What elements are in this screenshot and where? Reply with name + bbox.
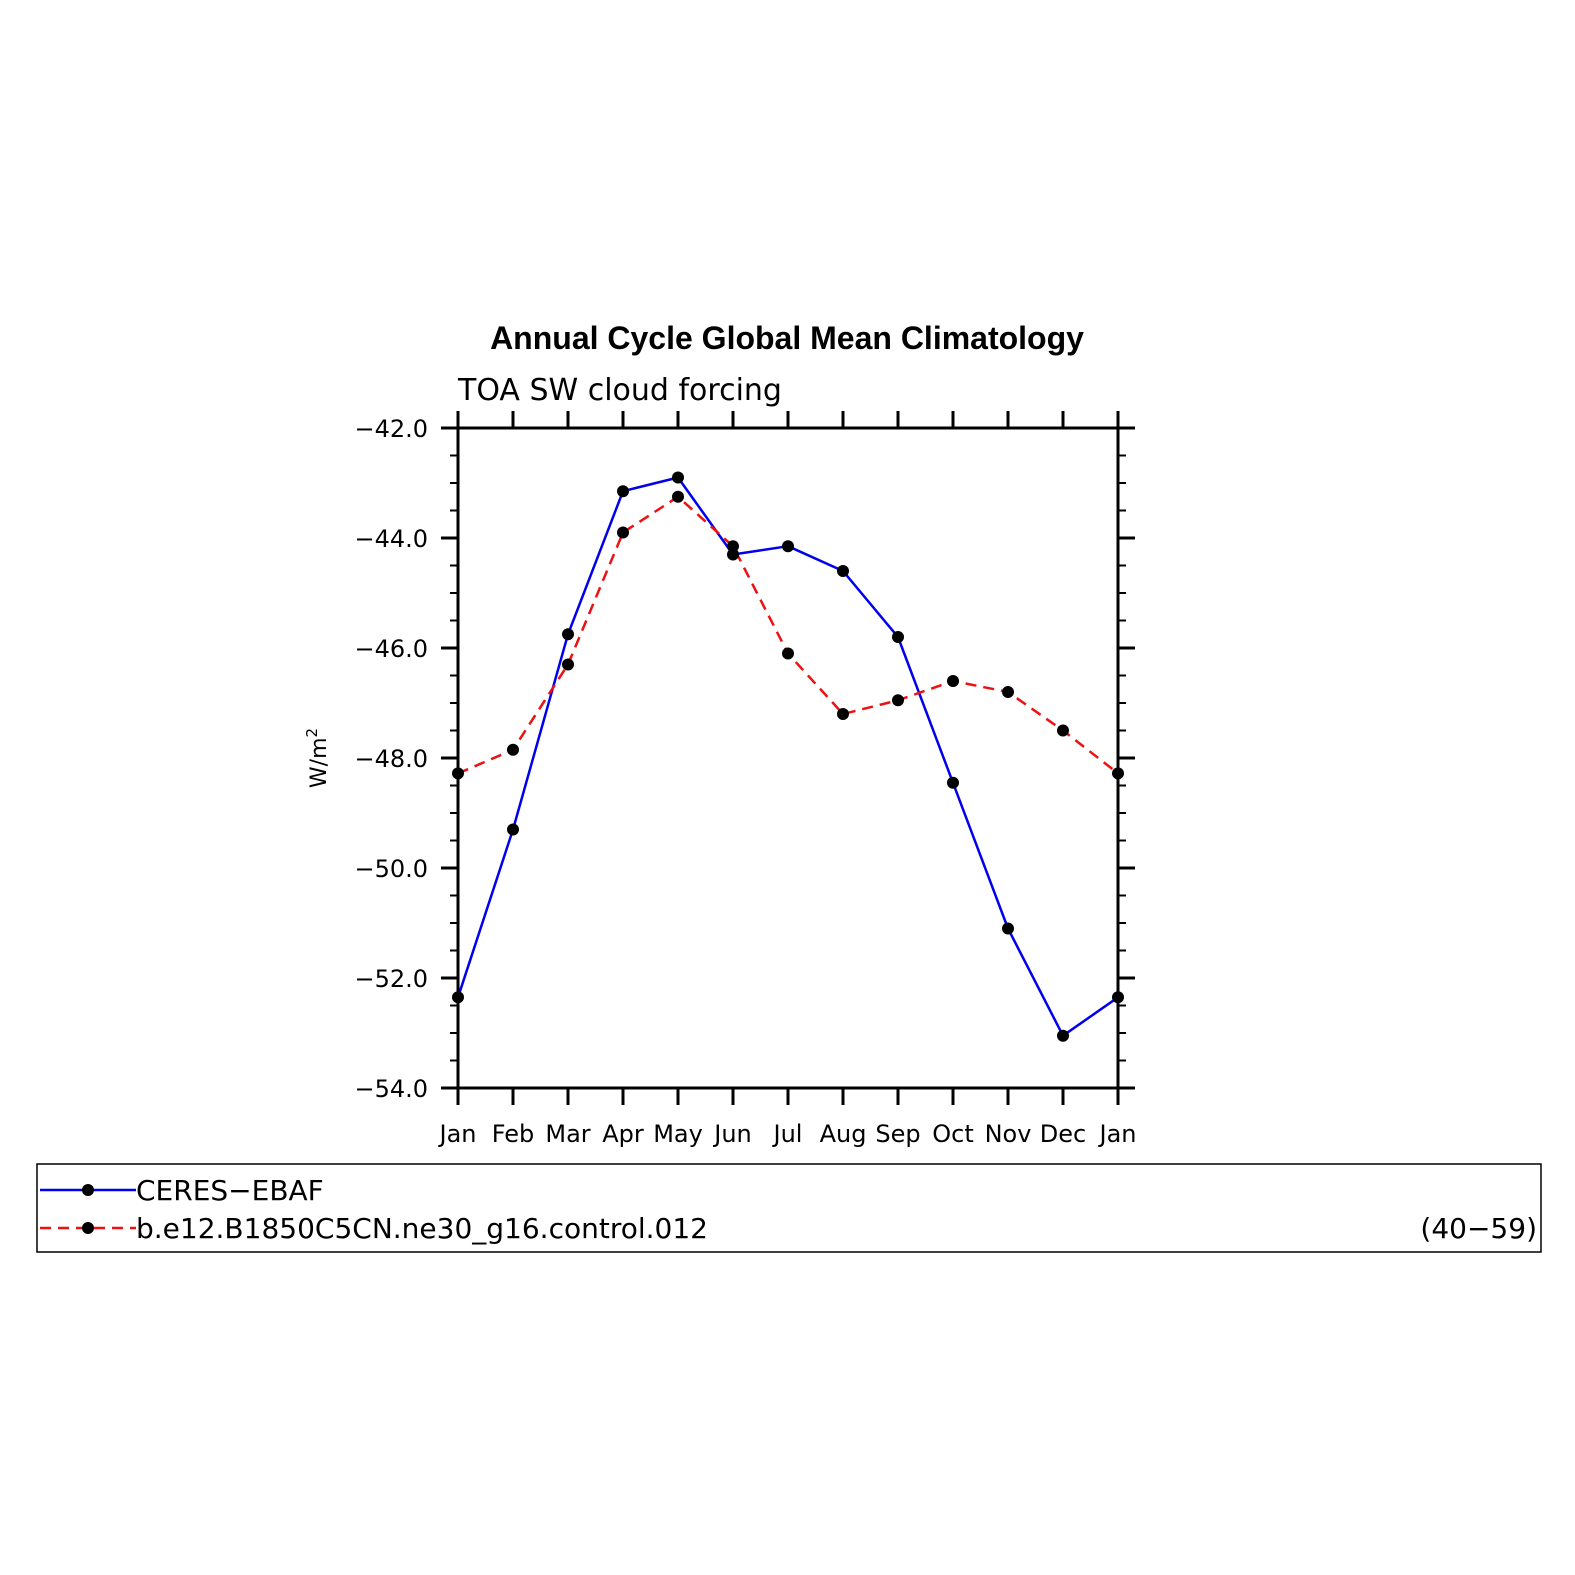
x-tick-label: Feb: [492, 1120, 535, 1148]
y-tick-label: −54.0: [354, 1075, 428, 1103]
data-point-series-0: [837, 565, 849, 577]
data-point-series-0: [507, 823, 519, 836]
x-tick-label: Sep: [875, 1120, 920, 1148]
series-lines: [456, 476, 1119, 1037]
legend: CERES−EBAF b.e12.B1850C5CN.ne30_g16.cont…: [36, 1163, 1542, 1253]
series-points: [452, 471, 1124, 1042]
data-point-series-0: [1002, 922, 1014, 935]
data-point-series-1: [782, 647, 794, 660]
y-tick-label: −44.0: [354, 525, 428, 553]
data-point-series-1: [892, 694, 904, 707]
y-tick-label: −50.0: [354, 855, 428, 883]
x-tick-label: Apr: [602, 1120, 644, 1148]
legend-year-range: (40−59): [1420, 1212, 1537, 1245]
data-point-series-1: [1057, 724, 1069, 737]
series-line-1: [457, 495, 1119, 775]
x-tick-label: May: [653, 1120, 703, 1148]
data-point-series-1: [452, 767, 464, 780]
data-point-series-0: [1057, 1029, 1069, 1042]
data-point-series-1: [1002, 686, 1014, 698]
chart-subtitle: TOA SW cloud forcing: [457, 373, 782, 408]
svg-text:W/m2: W/m2: [303, 728, 332, 788]
data-point-series-0: [562, 628, 574, 641]
x-tick-label: Mar: [545, 1120, 590, 1148]
data-point-series-0: [452, 991, 464, 1004]
data-point-series-0: [727, 548, 739, 561]
data-point-series-1: [672, 490, 684, 503]
data-point-series-1: [947, 675, 959, 687]
chart-title: Annual Cycle Global Mean Climatology: [490, 320, 1084, 356]
data-point-series-1: [507, 743, 519, 756]
x-tick-label: Jan: [438, 1120, 477, 1148]
data-point-series-0: [947, 776, 959, 789]
data-point-series-1: [562, 658, 574, 671]
data-point-series-1: [617, 526, 629, 539]
data-point-series-0: [617, 485, 629, 498]
y-axis-label: W/m2: [303, 728, 332, 788]
legend-entry-model: b.e12.B1850C5CN.ne30_g16.control.012: [136, 1212, 708, 1245]
y-axis-ticks: −42.0 −44.0 −46.0 −48.0 −50.0 −52.0 −54.0: [354, 415, 1135, 1103]
data-point-series-1: [837, 708, 849, 720]
x-tick-label: Jul: [772, 1120, 803, 1148]
x-tick-label: Jan: [1098, 1120, 1137, 1148]
y-tick-label: −48.0: [354, 745, 428, 773]
x-tick-label: Aug: [820, 1120, 867, 1148]
data-point-series-0: [1112, 991, 1124, 1004]
x-axis-ticks: Jan Feb Mar Apr May Jun Jul Aug Sep Oct Nov Dec Jan: [438, 411, 1137, 1148]
data-point-series-1: [1112, 767, 1124, 780]
data-point-series-1: [727, 540, 739, 553]
y-tick-label: −52.0: [354, 965, 428, 993]
y-axis-label-unit: W/m: [307, 737, 332, 788]
data-point-series-0: [892, 631, 904, 643]
x-tick-label: Dec: [1040, 1120, 1086, 1148]
legend-entry-ceres: CERES−EBAF: [136, 1174, 324, 1207]
legend-swatch-marker-ceres: [82, 1184, 94, 1196]
y-tick-label: −46.0: [354, 635, 428, 663]
x-tick-label: Nov: [985, 1120, 1032, 1148]
legend-box: [36, 1163, 1542, 1253]
plot-frame: [456, 426, 1120, 1090]
y-tick-label: −42.0: [354, 415, 428, 443]
series-line-0: [456, 476, 1119, 1037]
y-axis-label-superscript: 2: [303, 728, 321, 738]
legend-swatch-marker-model: [82, 1222, 94, 1234]
data-point-series-0: [672, 471, 684, 484]
x-tick-label: Oct: [932, 1120, 974, 1148]
x-tick-label: Jun: [712, 1120, 752, 1148]
data-point-series-0: [782, 540, 794, 553]
